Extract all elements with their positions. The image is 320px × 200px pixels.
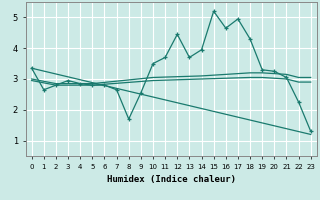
X-axis label: Humidex (Indice chaleur): Humidex (Indice chaleur) — [107, 175, 236, 184]
